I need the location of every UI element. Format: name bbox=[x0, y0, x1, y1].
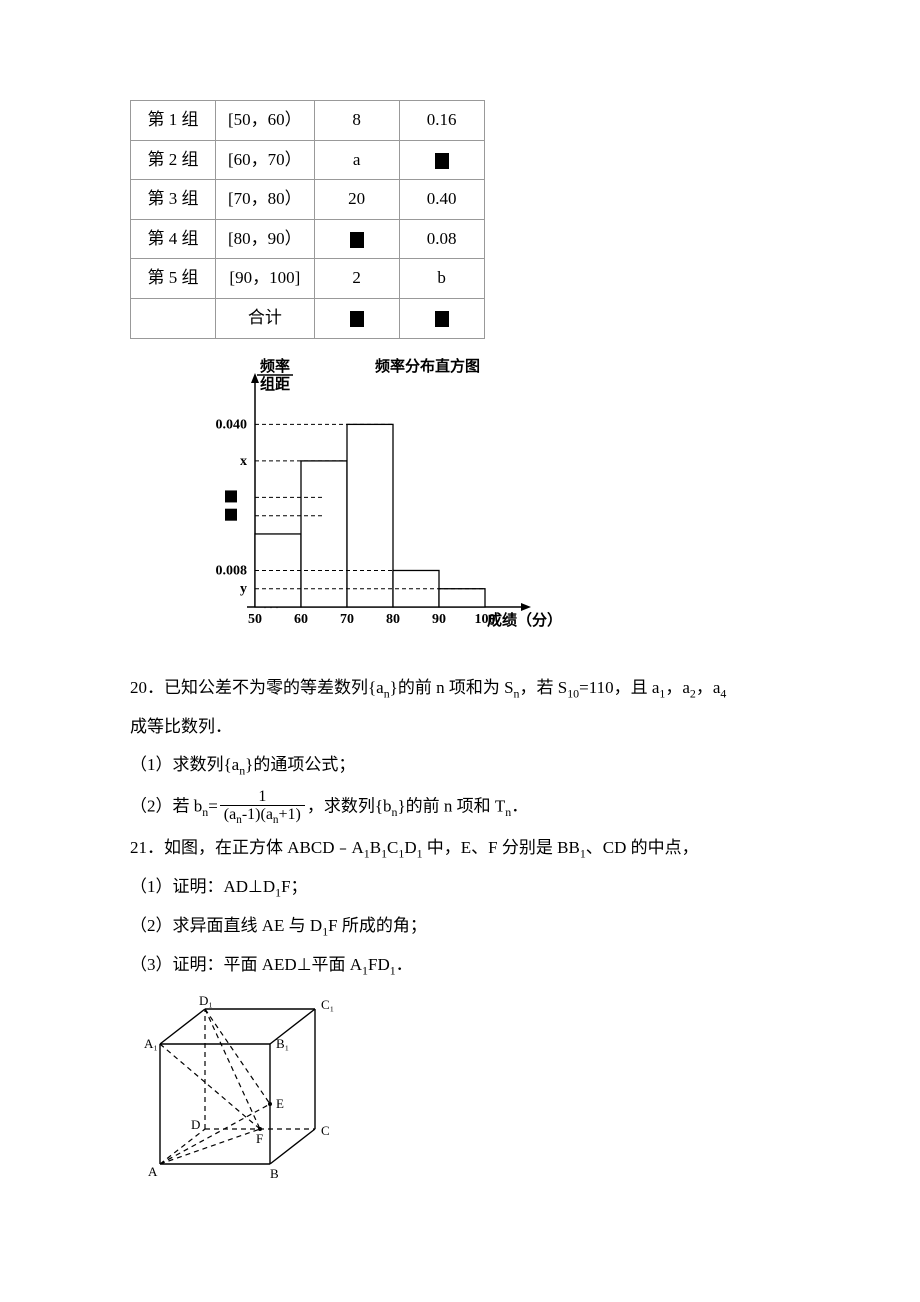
svg-text:0.040: 0.040 bbox=[216, 417, 248, 432]
svg-text:90: 90 bbox=[432, 612, 446, 627]
table-row: 第 5 组[90，100]2b bbox=[131, 259, 485, 299]
svg-text:F: F bbox=[256, 1131, 263, 1146]
svg-text:80: 80 bbox=[386, 612, 400, 627]
table-row: 第 3 组[70，80）200.40 bbox=[131, 180, 485, 220]
svg-text:成绩（分）: 成绩（分） bbox=[487, 611, 560, 629]
svg-text:50: 50 bbox=[248, 612, 262, 627]
svg-text:C₁: C₁ bbox=[321, 997, 334, 1012]
q21-part1: （1）证明：AD⊥D1F； bbox=[130, 870, 790, 905]
svg-text:D: D bbox=[191, 1117, 200, 1132]
svg-text:C: C bbox=[321, 1123, 330, 1138]
svg-text:B₁: B₁ bbox=[276, 1036, 289, 1051]
svg-text:y: y bbox=[240, 581, 247, 596]
q20-part2: （2）若 bn=1(an-1)(an+1)，求数列{bn}的前 n 项和 Tn． bbox=[130, 788, 790, 827]
svg-text:D₁: D₁ bbox=[199, 993, 213, 1008]
table-row: 第 4 组[80，90）0.08 bbox=[131, 219, 485, 259]
q20-line2: 成等比数列． bbox=[130, 710, 790, 744]
table-total-row: 合计 bbox=[131, 298, 485, 338]
svg-text:频率: 频率 bbox=[260, 357, 290, 375]
svg-text:A₁: A₁ bbox=[144, 1036, 158, 1051]
table-row: 第 1 组[50，60）80.16 bbox=[131, 101, 485, 141]
q21-line1: 21．如图，在正方体 ABCD﹣A1B1C1D1 中，E、F 分别是 BB1、C… bbox=[130, 831, 790, 866]
cube-diagram: A B C D A₁ B₁ C₁ D₁ E F bbox=[140, 989, 790, 1190]
q21-part2: （2）求异面直线 AE 与 D1F 所成的角； bbox=[130, 909, 790, 944]
frequency-table: 第 1 组[50，60）80.16第 2 组[60，70）a第 3 组[70，8… bbox=[130, 100, 485, 339]
svg-text:x: x bbox=[240, 453, 247, 468]
svg-text:组距: 组距 bbox=[260, 375, 290, 393]
q20-line1: 20．已知公差不为零的等差数列{an}的前 n 项和为 Sn，若 S10=110… bbox=[130, 671, 790, 706]
table-row: 第 2 组[60，70）a bbox=[131, 140, 485, 180]
svg-text:B: B bbox=[270, 1166, 279, 1179]
svg-text:60: 60 bbox=[294, 612, 308, 627]
histogram-chart: 频率组距频率分布直方图0.040x0.008y5060708090100成绩（分… bbox=[180, 349, 790, 660]
svg-text:A: A bbox=[148, 1164, 158, 1179]
svg-text:0.008: 0.008 bbox=[216, 563, 248, 578]
q20-part1: （1）求数列{an}的通项公式； bbox=[130, 748, 790, 783]
svg-text:70: 70 bbox=[340, 612, 354, 627]
svg-text:E: E bbox=[276, 1096, 284, 1111]
q21-part3: （3）证明：平面 AED⊥平面 A1FD1． bbox=[130, 948, 790, 983]
svg-text:频率分布直方图: 频率分布直方图 bbox=[375, 357, 480, 375]
